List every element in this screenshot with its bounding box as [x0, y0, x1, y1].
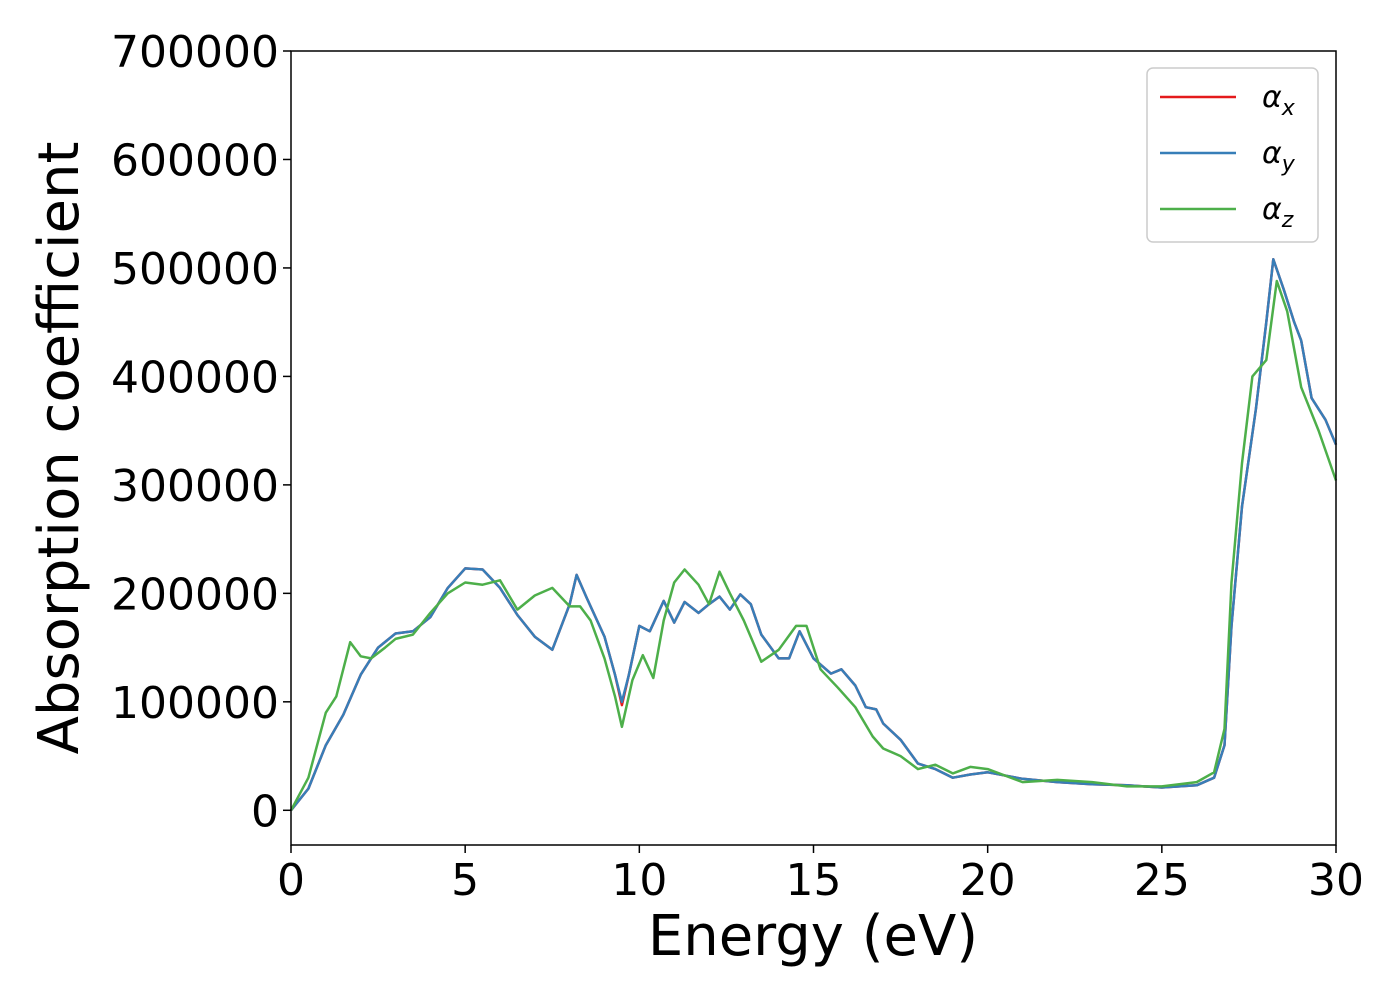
y-tick-label: 300000	[111, 461, 279, 512]
x-tick-label: 30	[1308, 855, 1364, 906]
y-axis-label: Absorption coefficient	[27, 142, 92, 755]
x-tick-label: 25	[1134, 855, 1190, 906]
series-line-z	[289, 279, 1338, 811]
x-axis-label: Energy (eV)	[648, 904, 978, 969]
y-tick-label: 700000	[111, 27, 279, 78]
legend-label-x: αx	[1262, 80, 1296, 121]
y-axis-ticks: 0 100000 200000 300000 400000 500000 600000 700…	[111, 27, 291, 837]
y-tick-label: 400000	[111, 352, 279, 403]
x-tick-label: 5	[451, 855, 479, 906]
legend-label-z: αz	[1262, 192, 1294, 233]
y-tick-label: 600000	[111, 135, 279, 186]
legend-box	[1146, 67, 1319, 243]
x-axis-ticks: 0 5 10 15 20 25 30	[277, 845, 1364, 906]
y-tick-label: 200000	[111, 569, 279, 620]
x-tick-label: 10	[611, 855, 667, 906]
series-layer	[289, 258, 1338, 812]
x-tick-label: 0	[277, 855, 305, 906]
y-tick-label: 100000	[111, 678, 279, 729]
y-tick-label: 500000	[111, 244, 279, 295]
legend-label-y: αy	[1262, 136, 1296, 177]
x-tick-label: 20	[960, 855, 1016, 906]
x-tick-label: 15	[786, 855, 842, 906]
legend: αx αy αz	[1146, 67, 1319, 243]
series-line-x	[290, 258, 1338, 812]
y-tick-label: 0	[251, 786, 279, 837]
series-line-y	[290, 258, 1338, 812]
